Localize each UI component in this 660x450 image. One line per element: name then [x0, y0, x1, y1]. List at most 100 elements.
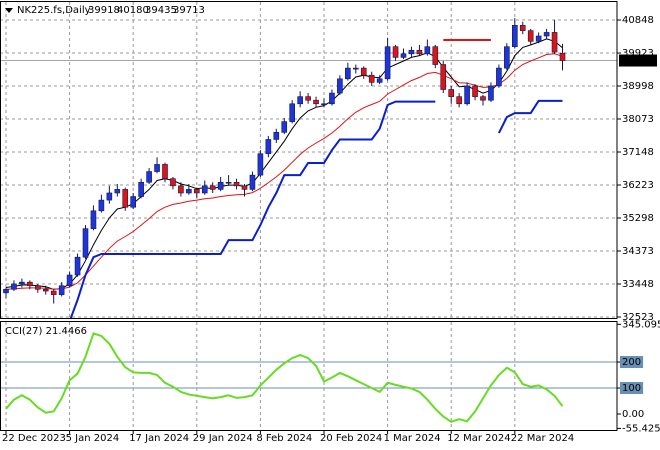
- x-tick-label: 1 Mar 2024: [384, 433, 441, 444]
- price-frame: [0, 1, 618, 319]
- y-tick-label: 37148: [622, 147, 654, 158]
- candle-body: [384, 46, 391, 80]
- candle-body: [3, 288, 9, 294]
- candle-body: [504, 46, 510, 69]
- candle-body: [122, 189, 129, 208]
- candle-body: [34, 285, 41, 290]
- candle-body: [241, 185, 248, 190]
- candle-body: [114, 189, 121, 194]
- candle-body: [74, 256, 81, 276]
- candle-body: [154, 164, 160, 172]
- price-panel: [0, 18, 617, 318]
- grid: [0, 2, 617, 430]
- candle-body: [217, 181, 224, 190]
- candle-body: [456, 96, 462, 105]
- candle-body: [27, 281, 33, 287]
- candle-body: [170, 178, 176, 187]
- candle-body: [480, 96, 486, 101]
- candle-body: [233, 181, 240, 187]
- candle-body: [416, 49, 423, 55]
- candle-body: [130, 196, 136, 208]
- candle-body: [432, 46, 439, 65]
- cci-tick-label: 200: [622, 357, 641, 368]
- low-value: 39435: [145, 5, 177, 16]
- candle-body: [376, 78, 383, 83]
- open-value: 39918: [88, 5, 120, 16]
- candle-body: [543, 32, 550, 37]
- candle-body: [496, 67, 502, 87]
- candle-body: [345, 67, 351, 80]
- indicator-line: [5, 53, 563, 290]
- candle-body: [273, 132, 280, 140]
- candle-body: [559, 52, 566, 61]
- y-tick-label: 32523: [622, 312, 654, 323]
- close-value: 39713: [173, 5, 205, 16]
- x-tick-label: 12 Mar 2024: [447, 433, 510, 444]
- candle-body: [313, 99, 319, 105]
- candle-body: [297, 96, 303, 105]
- candle-body: [305, 96, 311, 101]
- candle-body: [289, 103, 296, 122]
- candle-body: [186, 189, 192, 194]
- x-tick-label: 22 Mar 2024: [511, 433, 574, 444]
- candle-body: [90, 210, 97, 229]
- high-value: 40180: [117, 5, 149, 16]
- candle-body: [464, 85, 470, 105]
- x-tick-label: 20 Feb 2024: [320, 433, 382, 444]
- cci-tick-label: 345.0958: [622, 319, 660, 330]
- candle-body: [209, 185, 216, 190]
- x-tick-label: 8 Feb 2024: [256, 433, 312, 444]
- x-tick-label: 22 Dec 2023: [2, 433, 66, 444]
- price-tag: [619, 54, 657, 67]
- candle-body: [360, 67, 367, 76]
- candle-body: [337, 78, 343, 94]
- candle-body: [535, 35, 542, 42]
- x-tick-label: 17 Jan 2024: [129, 433, 189, 444]
- menu-arrow: [5, 8, 13, 13]
- candle-body: [225, 181, 232, 184]
- y-tick-label: 38998: [622, 81, 654, 92]
- candle-body: [392, 46, 399, 58]
- candle-body: [329, 92, 335, 105]
- candle-body: [42, 288, 49, 292]
- candle-body: [98, 199, 105, 212]
- level-tag: [620, 356, 644, 369]
- cci-tick-label: -55.4251: [622, 423, 660, 434]
- cci-frame: [0, 321, 618, 431]
- candle-body: [511, 24, 518, 47]
- candle-body: [19, 281, 25, 285]
- candle-body: [138, 181, 144, 197]
- candle-body: [400, 53, 407, 58]
- cci-label: CCI(27) 21.4466: [5, 326, 87, 337]
- candle-body: [448, 89, 455, 97]
- x-tick-label: 29 Jan 2024: [193, 433, 253, 444]
- candle-body: [408, 49, 415, 55]
- candle-body: [106, 192, 113, 201]
- x-tick-label: 5 Jan 2024: [66, 433, 120, 444]
- indicator-line: [69, 99, 563, 318]
- candle-body: [162, 164, 168, 179]
- candle-body: [146, 171, 152, 183]
- candle-body: [201, 185, 208, 194]
- cci-tick-label: 0.00: [622, 409, 644, 420]
- candle-body: [66, 274, 73, 287]
- candle-body: [50, 290, 57, 295]
- y-tick-label: 39923: [622, 48, 654, 59]
- y-tick-label: 40848: [622, 15, 654, 26]
- candle-body: [440, 64, 447, 90]
- candle-body: [257, 153, 264, 176]
- candle-body: [488, 85, 494, 101]
- cci-panel: [0, 332, 617, 423]
- candle-body: [368, 74, 375, 83]
- candle-body: [194, 189, 200, 194]
- cci-line: [5, 332, 564, 423]
- candle-body: [11, 283, 17, 290]
- candle-body: [527, 30, 534, 42]
- cci-tick-label: 100: [622, 383, 641, 394]
- level-tag: [620, 382, 644, 395]
- candle-body: [178, 185, 184, 194]
- candle-body: [281, 121, 288, 133]
- candle-body: [321, 103, 327, 106]
- candle-body: [519, 24, 526, 31]
- y-tick-label: 35298: [622, 213, 654, 224]
